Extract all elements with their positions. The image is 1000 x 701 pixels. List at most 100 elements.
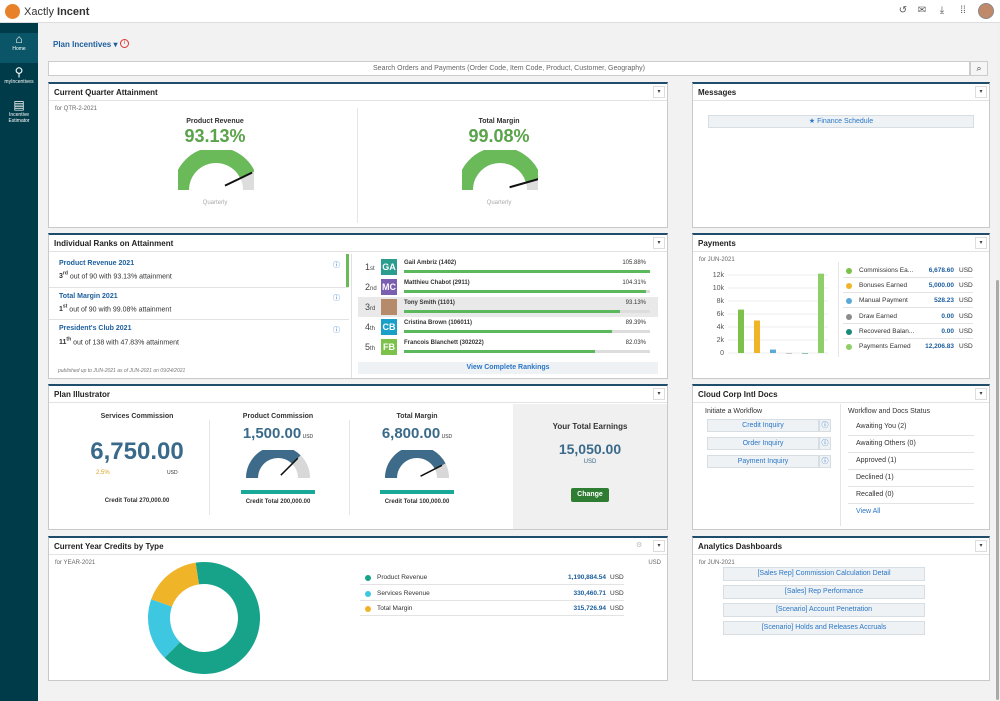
info-icon[interactable]: ⓘ	[819, 437, 831, 450]
legend-dot	[365, 606, 371, 612]
status-item[interactable]: Awaiting Others (0)	[856, 440, 916, 447]
apps-grid-icon[interactable]: ⁞⁞	[960, 5, 966, 16]
rank-plan-name[interactable]: Total Margin 2021	[59, 293, 118, 300]
payment-bar[interactable]	[754, 320, 760, 354]
download-icon[interactable]: ⤓	[939, 5, 945, 16]
view-all-link[interactable]: View All	[856, 508, 881, 515]
search-icon[interactable]: ⌕	[970, 61, 988, 76]
info-icon[interactable]: ⓘ	[819, 419, 831, 432]
sidebar-item-label: Home	[12, 46, 26, 52]
status-item[interactable]: Awaiting You (2)	[856, 423, 907, 430]
legend-label: Commissions Ea...	[859, 267, 914, 274]
legend-value[interactable]: 528.23	[934, 297, 954, 305]
status-item[interactable]: Recalled (0)	[856, 491, 894, 498]
analytics-link[interactable]: [Sales Rep] Commission Calculation Detai…	[723, 567, 925, 581]
gauge-fill	[178, 150, 254, 191]
commission-value: 6,750.00	[90, 438, 184, 465]
chevron-down-icon[interactable]: ▾	[975, 388, 987, 400]
search-input[interactable]: Search Orders and Payments (Order Code, …	[48, 61, 970, 76]
finance-schedule-button[interactable]: ★ Finance Schedule	[708, 115, 974, 128]
legend-value[interactable]: 330,460.71	[573, 589, 606, 597]
credit-total: Credit Total 100,000.00	[384, 499, 450, 505]
workflow-status-title: Workflow and Docs Status	[848, 408, 930, 415]
rank-plan-name[interactable]: Product Revenue 2021	[59, 260, 135, 267]
panel-title: Plan Illustrator	[54, 390, 111, 399]
payment-bar[interactable]	[818, 273, 824, 353]
chevron-down-icon[interactable]: ▾	[653, 237, 665, 249]
legend-value[interactable]: 5,000.00	[928, 282, 954, 290]
legend-dot	[365, 575, 371, 581]
info-icon[interactable]: ⓘ	[333, 262, 340, 269]
currency-label: USD	[583, 459, 597, 465]
analytics-link[interactable]: [Scenario] Holds and Releases Accruals	[723, 621, 925, 635]
gauge-needle	[420, 464, 443, 477]
chevron-down-icon[interactable]: ▾	[653, 540, 665, 552]
legend-label: Product Revenue	[377, 574, 428, 581]
published-note: published up to JUN-2021 as of JUN-2021 …	[58, 368, 186, 374]
info-icon[interactable]: ⓘ	[819, 455, 831, 468]
legend-value[interactable]: 12,206.83	[925, 343, 954, 350]
mail-icon[interactable]: ✉	[917, 5, 927, 16]
margin-gauge	[385, 450, 449, 479]
sidebar-item-myincentives[interactable]: ⚲ myIncentives	[0, 66, 38, 88]
chevron-down-icon[interactable]: ▾	[653, 86, 665, 98]
payment-bar[interactable]	[802, 353, 808, 354]
rank-plan-name[interactable]: President's Club 2021	[59, 325, 132, 332]
leader-avatar: CB	[381, 319, 397, 335]
history-icon[interactable]: ↺	[898, 5, 908, 16]
info-icon[interactable]: i	[120, 39, 129, 48]
legend-value[interactable]: 1,190,884.54	[568, 574, 606, 581]
status-item[interactable]: Approved (1)	[856, 457, 897, 464]
app-name[interactable]: Xactly Incent	[24, 6, 90, 18]
analytics-link[interactable]: [Scenario] Account Penetration	[723, 603, 925, 617]
chevron-down-icon[interactable]: ▾	[653, 388, 665, 400]
leader-bar	[404, 350, 595, 353]
leader-rank: 4th	[365, 322, 376, 332]
sidebar-item-home[interactable]: ⌂ Home	[0, 33, 38, 63]
payment-inquiry-button[interactable]: Payment Inquiry	[707, 455, 819, 468]
plan-incentives-dropdown[interactable]: Plan Incentives ▾	[53, 40, 118, 49]
leader-percent: 89.39%	[625, 320, 646, 326]
view-complete-rankings-link[interactable]: View Complete Rankings	[358, 362, 658, 374]
credit-inquiry-button[interactable]: Credit Inquiry	[707, 419, 819, 432]
info-icon[interactable]: ⓘ	[333, 295, 340, 302]
currency-label: USD	[959, 282, 973, 290]
legend-label: Services Revenue	[377, 589, 430, 597]
legend-label: Total Margin	[377, 605, 413, 612]
legend-value[interactable]: 0.00	[941, 327, 954, 335]
chevron-down-icon[interactable]: ▾	[975, 86, 987, 98]
user-avatar[interactable]	[978, 3, 994, 19]
order-inquiry-button[interactable]: Order Inquiry	[707, 437, 819, 450]
donut-slice[interactable]	[151, 562, 199, 607]
total-earnings-value: 15,050.00	[558, 441, 622, 457]
donut-slice[interactable]	[164, 562, 260, 674]
legend-value[interactable]: 6,678.60	[928, 267, 954, 274]
scrollbar[interactable]	[996, 280, 999, 700]
currency-label: USD	[959, 343, 973, 350]
sidebar-item-estimator[interactable]: ▤ Incentive Estimator	[0, 99, 38, 127]
period-label: for JUN-2021	[699, 560, 735, 566]
credit-total: Credit Total 200,000.00	[245, 499, 311, 505]
status-item[interactable]: Declined (1)	[856, 474, 894, 481]
gauge-fill	[462, 150, 538, 191]
credits-donut-chart	[148, 562, 260, 674]
rank-item-selected[interactable]	[49, 254, 349, 287]
leader-percent: 93.13%	[625, 300, 646, 306]
change-button[interactable]: Change	[571, 488, 609, 502]
legend-value[interactable]: 315,726.94	[573, 605, 606, 612]
leader-bar	[404, 310, 621, 313]
payment-bar[interactable]	[770, 349, 776, 353]
home-icon: ⌂	[15, 32, 23, 46]
info-icon[interactable]: ⓘ	[333, 327, 340, 334]
payment-bar[interactable]	[738, 309, 744, 353]
legend-value[interactable]: 0.00	[941, 312, 954, 320]
legend-label: Payments Earned	[859, 343, 911, 350]
payment-bar[interactable]	[786, 353, 792, 354]
chevron-down-icon[interactable]: ▾	[975, 237, 987, 249]
gear-icon[interactable]: ⚙	[636, 542, 643, 549]
chevron-down-icon[interactable]: ▾	[975, 540, 987, 552]
gauge-value: 93.13%	[184, 126, 246, 146]
analytics-link[interactable]: [Sales] Rep Performance	[723, 585, 925, 599]
y-tick-label: 8k	[717, 298, 725, 305]
donut-slice[interactable]	[148, 599, 181, 658]
